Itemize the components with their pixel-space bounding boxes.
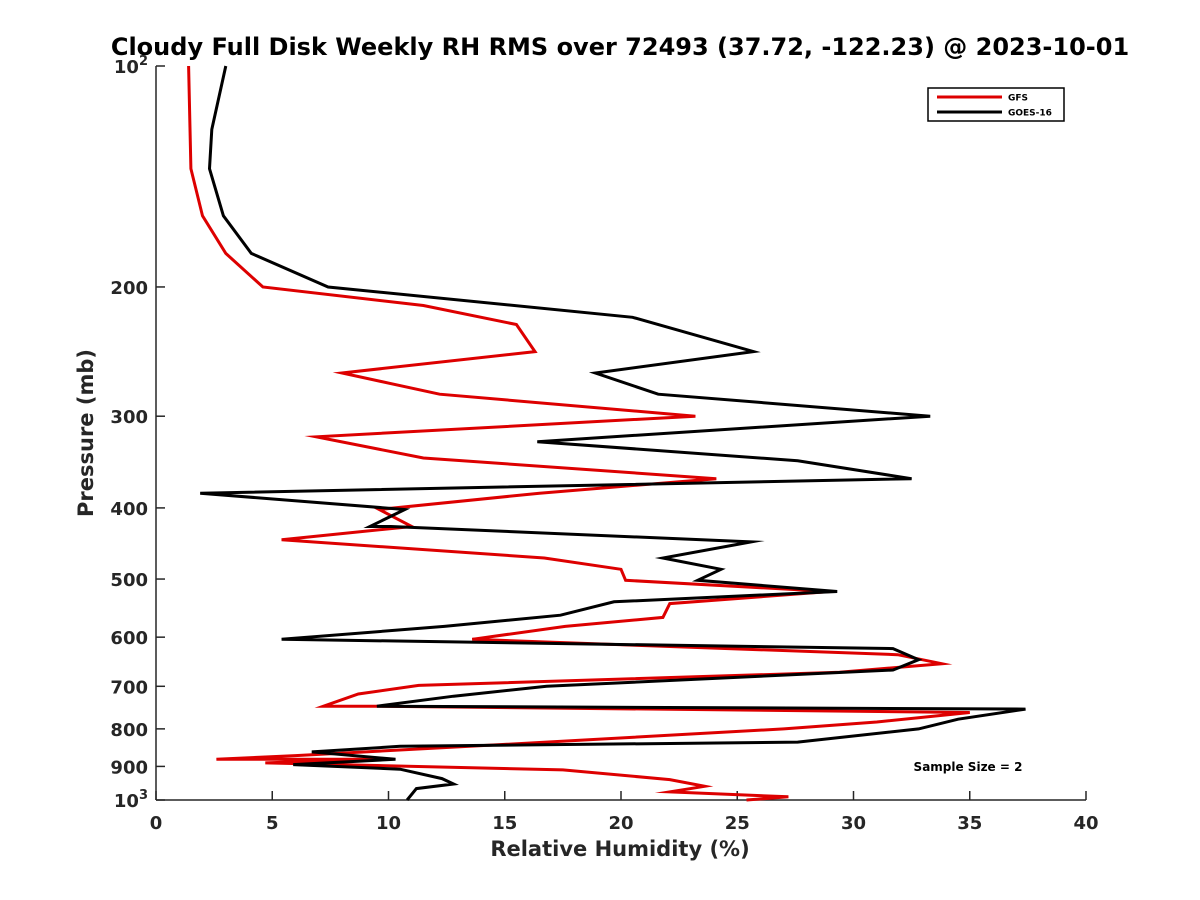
series-layer <box>187 65 1026 802</box>
x-tick-label: 20 <box>608 813 633 834</box>
x-tick-label: 10 <box>376 813 401 834</box>
y-tick-label: 500 <box>110 570 148 591</box>
legend-label-gfs: GFS <box>1008 94 1028 104</box>
y-tick-label: 900 <box>110 757 148 778</box>
y-tick-label: 400 <box>110 499 148 520</box>
x-tick-label: 40 <box>1073 813 1098 834</box>
legend-box <box>927 87 1065 122</box>
x-tick-label: 30 <box>841 813 866 834</box>
x-tick-label: 15 <box>492 813 517 834</box>
y-tick-label: 600 <box>110 628 148 649</box>
series-line-gfs <box>187 65 970 802</box>
x-axis-label: Relative Humidity (%) <box>490 837 749 861</box>
chart-title: Cloudy Full Disk Weekly RH RMS over 7249… <box>111 33 1129 61</box>
y-tick-label: 200 <box>110 278 148 299</box>
series-line-goes-16 <box>200 65 1026 801</box>
y-tick-label: 102 <box>114 54 148 78</box>
y-axis-label: Pressure (mb) <box>74 349 98 517</box>
x-tick-label: 0 <box>150 813 163 834</box>
y-tick-label: 300 <box>110 407 148 428</box>
axes: 0 5 10 15 20 25 30 35 40 102 200 300 400 500 600 700 800… <box>110 54 1098 834</box>
x-tick-label: 5 <box>266 813 279 834</box>
y-tick-label: 700 <box>110 677 148 698</box>
legend: GFS GOES-16 <box>927 87 1065 122</box>
legend-label-goes-16: GOES-16 <box>1008 109 1052 119</box>
y-tick-label: 103 <box>114 788 148 812</box>
sample-size-annotation: Sample Size = 2 <box>914 760 1023 774</box>
x-tick-label: 35 <box>957 813 982 834</box>
y-tick-label: 800 <box>110 720 148 741</box>
x-tick-label: 25 <box>725 813 750 834</box>
